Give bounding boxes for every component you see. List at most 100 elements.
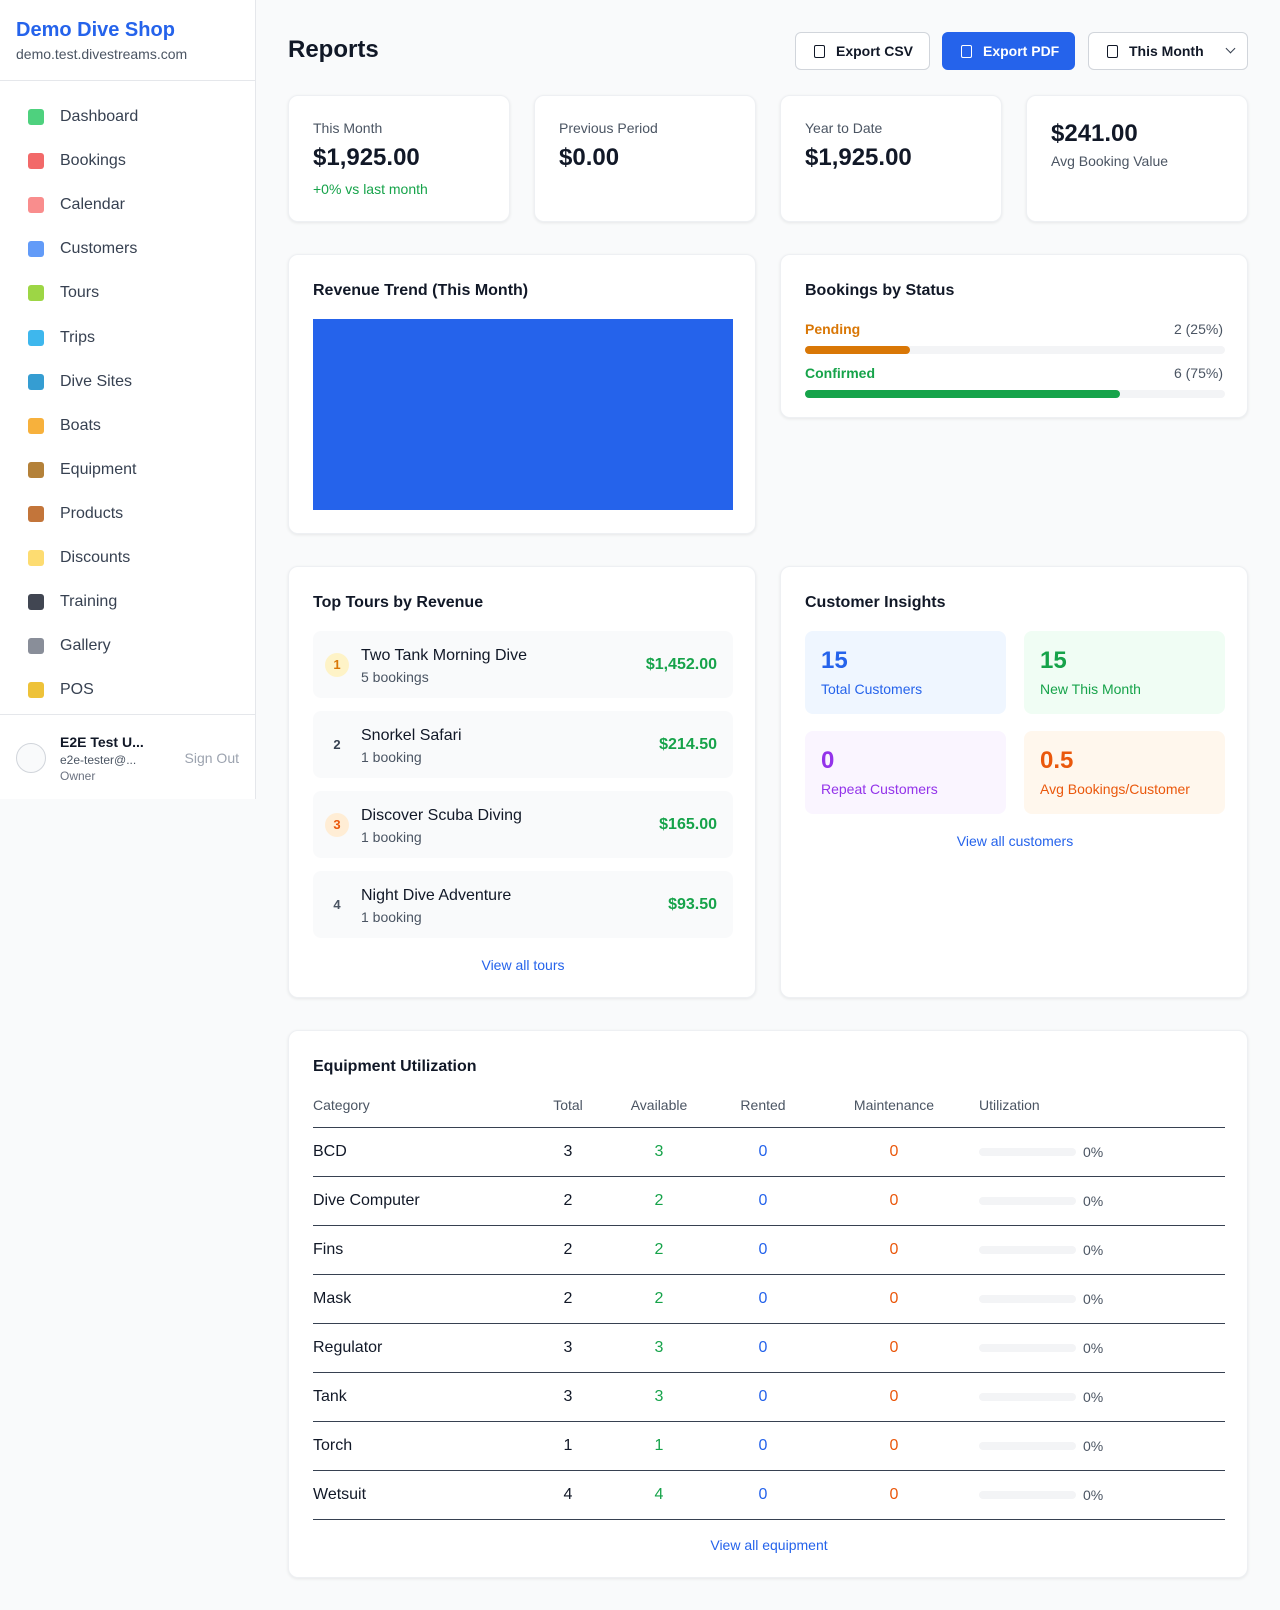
nav-item[interactable]: Bookings	[8, 143, 248, 179]
cell: 0	[758, 1241, 768, 1258]
nav-item[interactable]: Dive Sites	[8, 364, 248, 400]
cell: Wetsuit	[313, 1486, 367, 1503]
nav-label: Calendar	[60, 196, 125, 214]
stat-card: Year to Date $1,925.00	[780, 95, 1002, 222]
nav-item[interactable]: Discounts	[8, 540, 248, 576]
nav-item[interactable]: Boats	[8, 408, 248, 444]
insight-tile: 15 Total Customers	[805, 631, 1006, 714]
tour-bookings: 1 booking	[361, 829, 422, 845]
nav-icon	[28, 109, 44, 125]
nav-label: Dashboard	[60, 108, 139, 125]
cell: 0%	[1083, 1193, 1104, 1209]
cell: 0%	[1083, 1144, 1104, 1160]
cell: Tank	[313, 1388, 347, 1405]
nav-label: Gallery	[60, 637, 111, 655]
nav-item[interactable]: Dashboard	[8, 99, 248, 135]
view-all-link[interactable]: View all tours	[481, 957, 565, 973]
chevron	[1225, 43, 1236, 54]
insight-label: Repeat Customers	[821, 781, 938, 797]
tour-bookings: 1 booking	[361, 749, 422, 765]
cell: 4	[654, 1486, 664, 1503]
export-csv-button[interactable]: Export CSV	[795, 32, 930, 70]
status-count: 2 (25%)	[1173, 321, 1223, 337]
row-rule	[313, 1421, 1225, 1422]
nav-item[interactable]: Training	[8, 584, 248, 620]
user-role: Owner	[60, 768, 96, 783]
nav-item[interactable]: Equipment	[8, 452, 248, 488]
cell: 2	[563, 1241, 573, 1258]
rank: 4	[333, 897, 341, 912]
nav-icon	[28, 417, 44, 434]
cell: 1	[654, 1437, 664, 1454]
cell: 0	[758, 1290, 768, 1307]
cell: 0	[889, 1339, 899, 1356]
period-select[interactable]: This Month	[1088, 32, 1248, 70]
nav-item[interactable]: Gallery	[8, 628, 248, 664]
cell: 0%	[1083, 1340, 1104, 1356]
utilization-track	[979, 1442, 1076, 1450]
tour-name: Snorkel Safari	[361, 727, 462, 744]
cell: 0%	[1083, 1242, 1104, 1258]
nav-label: Tours	[60, 284, 100, 302]
tour-row: 4 Night Dive Adventure 1 booking $93.50	[313, 871, 733, 938]
cell: 2	[654, 1290, 664, 1307]
utilization-track	[979, 1148, 1076, 1156]
rank: 2	[333, 737, 341, 752]
cell: 0	[889, 1486, 899, 1503]
nav-item[interactable]: POS	[8, 672, 248, 708]
revenue-chart	[313, 319, 733, 510]
status-bar	[805, 390, 1120, 398]
stat-note: +0% vs last month	[313, 181, 428, 197]
tour-row: 2 Snorkel Safari 1 booking $214.50	[313, 711, 733, 778]
tour-bookings: 1 booking	[361, 909, 422, 925]
cell: 2	[563, 1290, 573, 1307]
nav-label: Equipment	[60, 460, 137, 478]
insight-tile: 15 New This Month	[1024, 631, 1225, 714]
sign-out[interactable]: Sign Out	[184, 750, 239, 766]
top-tours-card: Top Tours by Revenue 1 Two Tank Morning Di…	[288, 566, 756, 998]
cell: 0%	[1083, 1389, 1104, 1405]
stat-card: Previous Period $0.00	[534, 95, 756, 222]
card-title: Revenue Trend (This Month)	[313, 282, 529, 299]
nav-item[interactable]: Customers	[8, 231, 248, 267]
row-rule	[313, 1176, 1225, 1177]
view-all-link[interactable]: View all equipment	[710, 1537, 828, 1553]
cell: 0	[758, 1437, 768, 1454]
tour-revenue: $93.50	[668, 896, 717, 913]
insight-tile: 0.5 Avg Bookings/Customer	[1024, 731, 1225, 814]
cell: 0	[889, 1143, 899, 1160]
status-track	[805, 390, 1225, 398]
status-label: Confirmed	[805, 365, 875, 381]
insight-value: 0.5	[1040, 747, 1074, 774]
cell: 0	[889, 1388, 899, 1405]
nav-icon	[28, 197, 44, 214]
nav-icon	[28, 285, 44, 302]
nav-item[interactable]: Tours	[8, 275, 248, 311]
cell: 2	[654, 1241, 664, 1258]
card-title: Top Tours by Revenue	[313, 594, 484, 611]
user-email: e2e-tester@...	[60, 752, 137, 767]
cell: 0%	[1083, 1291, 1104, 1307]
divider	[0, 80, 255, 81]
insight-value: 15	[821, 647, 848, 674]
nav-item[interactable]: Trips	[8, 320, 248, 356]
cell: Regulator	[313, 1339, 383, 1356]
stat-label: Previous Period	[559, 120, 658, 136]
tour-name: Two Tank Morning Dive	[361, 647, 527, 664]
column-header: Category	[313, 1097, 370, 1113]
rank-badge: 2	[325, 733, 349, 757]
tour-name: Night Dive Adventure	[361, 887, 512, 904]
cell: 2	[563, 1192, 573, 1209]
view-all-link[interactable]: View all customers	[956, 833, 1074, 849]
nav-icon	[28, 550, 44, 566]
insight-label: New This Month	[1040, 681, 1141, 697]
cell: 0	[758, 1143, 768, 1160]
stat-value: $241.00	[1051, 120, 1138, 147]
export-pdf-button[interactable]: Export PDF	[942, 32, 1075, 70]
card-title: Equipment Utilization	[313, 1058, 477, 1075]
nav-item[interactable]: Calendar	[8, 187, 248, 223]
column-header: Rented	[740, 1097, 786, 1113]
stat-value: $1,925.00	[313, 144, 420, 171]
cell: Dive Computer	[313, 1192, 420, 1209]
nav-item[interactable]: Products	[8, 496, 248, 532]
